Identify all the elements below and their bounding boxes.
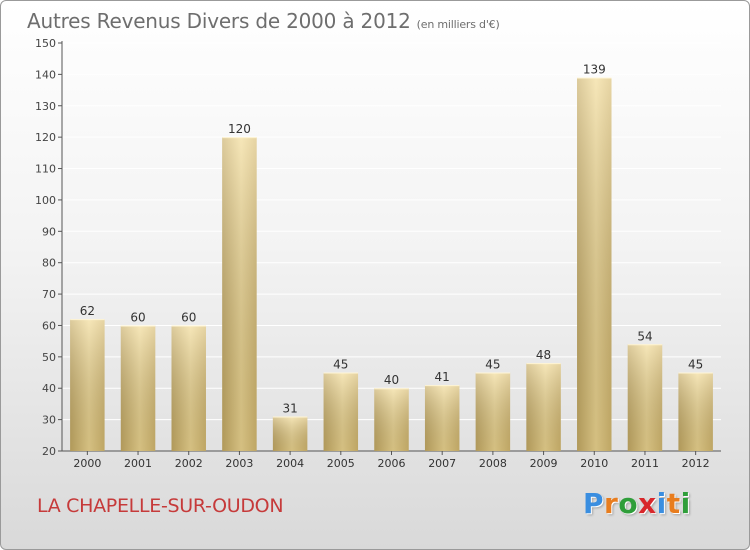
y-tick-label: 40 (42, 382, 56, 395)
x-tick-label-2006: 2006 (378, 457, 406, 470)
x-tick-label-2010: 2010 (580, 457, 608, 470)
x-tick-label-2012: 2012 (682, 457, 710, 470)
value-label-2003: 120 (228, 122, 251, 136)
y-tick-label: 140 (35, 68, 56, 81)
logo-letter: t (666, 487, 681, 520)
value-label-2001: 60 (130, 310, 145, 324)
value-label-2009: 48 (536, 348, 551, 362)
y-tick-label: 100 (35, 194, 56, 207)
x-tick-label-2009: 2009 (530, 457, 558, 470)
value-label-2007: 41 (435, 370, 450, 384)
logo-letter: x (638, 487, 657, 520)
y-tick-label: 130 (35, 100, 56, 113)
bar-shade-2010 (577, 77, 612, 452)
commune-name: LA CHAPELLE-SUR-OUDON (37, 495, 284, 517)
x-tick-label-2007: 2007 (428, 457, 456, 470)
y-tick-label: 70 (42, 288, 56, 301)
y-tick-label: 110 (35, 163, 56, 176)
bar-shade-2009 (526, 363, 561, 451)
logo-letter: P (583, 487, 605, 520)
chart-subtitle: (en milliers d'€) (416, 18, 500, 31)
x-tick-label-2005: 2005 (327, 457, 355, 470)
logo-letter: r (604, 487, 619, 520)
y-tick-label: 60 (42, 319, 56, 332)
chart-title-text: Autres Revenus Divers de 2000 à 2012 (27, 9, 411, 33)
bar-shade-2007 (424, 385, 460, 451)
x-tick-label-2004: 2004 (276, 457, 304, 470)
bar-shade-2011 (627, 344, 663, 451)
y-tick-label: 90 (42, 225, 56, 238)
logo-letter: i (656, 487, 667, 520)
x-tick-label-2001: 2001 (124, 457, 152, 470)
bar-shade-2001 (120, 325, 156, 451)
bar-shade-2006 (374, 388, 409, 451)
y-tick-label: 80 (42, 257, 56, 270)
bar-shade-2008 (475, 372, 511, 451)
value-label-2000: 62 (80, 304, 95, 318)
bar-shade-2002 (171, 325, 206, 451)
x-tick-label-2011: 2011 (631, 457, 659, 470)
label-layer: 62 60 60 120 31 45 40 41 45 48 139 54 45 (80, 63, 704, 416)
y-tick-label: 150 (35, 37, 56, 50)
bar-shade-2004 (272, 416, 308, 451)
bar-shade-2003 (222, 137, 257, 451)
chart-title: Autres Revenus Divers de 2000 à 2012 (en … (27, 9, 500, 33)
x-tick-label-2008: 2008 (479, 457, 507, 470)
x-tick-label-2003: 2003 (225, 457, 253, 470)
bar-shade-2012 (678, 372, 713, 451)
bar-shade-2000 (70, 319, 105, 451)
y-tick-label: 30 (42, 414, 56, 427)
y-tick-label: 120 (35, 131, 56, 144)
logo-letter: i (680, 487, 691, 520)
value-label-2011: 54 (637, 329, 652, 343)
bar-layer (70, 77, 713, 452)
x-tick-label-2002: 2002 (175, 457, 203, 470)
proxiti-logo: Proxiti (583, 487, 691, 520)
value-label-2010: 139 (583, 63, 606, 77)
y-tick-label: 20 (42, 445, 56, 458)
y-tick-label: 50 (42, 351, 56, 364)
value-label-2004: 31 (282, 401, 297, 415)
bar-shade-2005 (323, 372, 359, 451)
value-label-2008: 45 (485, 358, 500, 372)
value-label-2012: 45 (688, 358, 703, 372)
value-label-2005: 45 (333, 358, 348, 372)
axis-layer: 20 30 40 50 60 70 80 90 100 110 120 130 140 150 2000 20… (35, 37, 721, 470)
value-label-2006: 40 (384, 373, 399, 387)
value-label-2002: 60 (181, 310, 196, 324)
logo-letter: o (618, 487, 639, 520)
x-tick-label-2000: 2000 (73, 457, 101, 470)
